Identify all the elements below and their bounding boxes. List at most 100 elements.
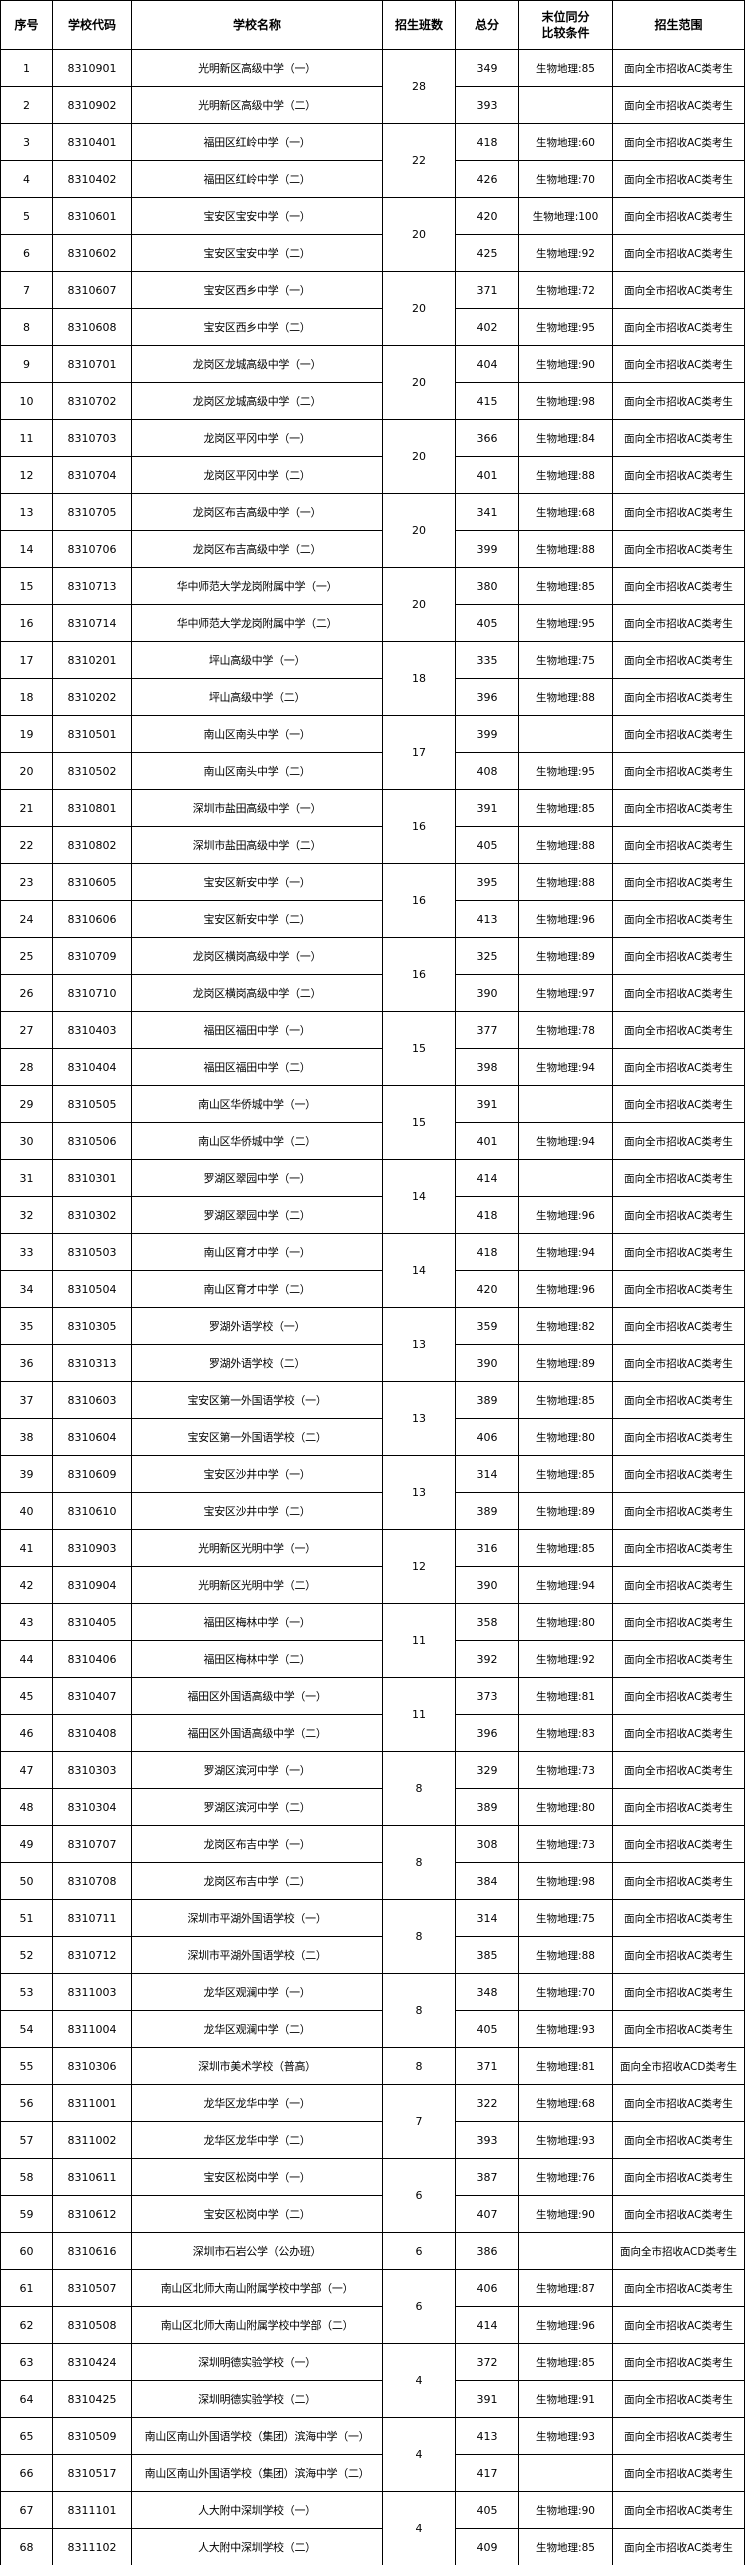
no-cell: 56: [0, 2084, 53, 2122]
code-cell: 8310502: [52, 752, 132, 790]
name-cell: 宝安区第一外国语学校（一）: [131, 1381, 383, 1419]
scope-cell: 面向全市招收AC类考生: [612, 1603, 745, 1641]
table-row: 45 8310407 福田区外国语高级中学（一） 11 373 生物地理:81 面向全市招收…: [0, 1677, 745, 1752]
scope-cell: 面向全市招收AC类考生: [612, 2343, 745, 2381]
name-cell: 人大附中深圳学校（二）: [131, 2528, 383, 2565]
score-cell: 415: [455, 382, 519, 420]
name-cell: 龙岗区横岗高级中学（一）: [131, 937, 383, 975]
condition-cell: 生物地理:60: [518, 123, 613, 161]
table-row: 52 8310712 深圳市平湖外国语学校（二） 385 生物地理:88 面向全市招收AC…: [0, 1936, 745, 1974]
table-row: 64 8310425 深圳明德实验学校（二） 391 生物地理:91 面向全市招收AC类考…: [0, 2380, 745, 2418]
condition-cell: 生物地理:96: [518, 1270, 613, 1308]
score-cell: 391: [455, 1085, 519, 1123]
condition-cell: 生物地理:88: [518, 678, 613, 716]
condition-cell: 生物地理:82: [518, 1307, 613, 1345]
no-cell: 6: [0, 234, 53, 272]
condition-cell: 生物地理:90: [518, 2491, 613, 2529]
table-row: 32 8310302 罗湖区翠园中学（二） 418 生物地理:96 面向全市招收AC类考生: [0, 1196, 745, 1234]
no-cell: 31: [0, 1159, 53, 1197]
condition-cell: 生物地理:85: [518, 1529, 613, 1567]
no-cell: 21: [0, 789, 53, 827]
classes-cell: 20: [382, 567, 456, 642]
no-cell: 60: [0, 2232, 53, 2270]
name-cell: 宝安区第一外国语学校（二）: [131, 1418, 383, 1456]
name-cell: 福田区红岭中学（二）: [131, 160, 383, 198]
score-cell: 387: [455, 2158, 519, 2196]
table-row: 28 8310404 福田区福田中学（二） 398 生物地理:94 面向全市招收AC类考生: [0, 1048, 745, 1086]
code-cell: 8310616: [52, 2232, 132, 2270]
score-cell: 359: [455, 1307, 519, 1345]
score-cell: 399: [455, 530, 519, 568]
no-cell: 4: [0, 160, 53, 198]
code-cell: 8310504: [52, 1270, 132, 1308]
name-cell: 深圳明德实验学校（二）: [131, 2380, 383, 2418]
classes-cell: 20: [382, 493, 456, 568]
no-cell: 65: [0, 2417, 53, 2455]
no-cell: 5: [0, 197, 53, 235]
code-cell: 8310509: [52, 2417, 132, 2455]
score-cell: 408: [455, 752, 519, 790]
name-cell: 龙岗区横岗高级中学（二）: [131, 974, 383, 1012]
classes-cell: 4: [382, 2491, 456, 2565]
code-cell: 8310406: [52, 1640, 132, 1678]
code-cell: 8310608: [52, 308, 132, 346]
classes-cell: 4: [382, 2343, 456, 2418]
code-cell: 8310714: [52, 604, 132, 642]
code-cell: 8310902: [52, 86, 132, 124]
scope-cell: 面向全市招收AC类考生: [612, 1677, 745, 1715]
table-header: 序号 学校代码 学校名称 招生班数 总分 末位同分 比较条件 招生范围: [0, 0, 745, 50]
no-cell: 67: [0, 2491, 53, 2529]
score-cell: 316: [455, 1529, 519, 1567]
condition-cell: 生物地理:80: [518, 1418, 613, 1456]
name-cell: 深圳市美术学校（普高）: [131, 2047, 383, 2085]
condition-cell: 生物地理:93: [518, 2010, 613, 2048]
scope-cell: 面向全市招收AC类考生: [612, 1899, 745, 1937]
condition-cell: 生物地理:80: [518, 1603, 613, 1641]
scope-cell: 面向全市招收AC类考生: [612, 1122, 745, 1160]
score-cell: 341: [455, 493, 519, 531]
scope-cell: 面向全市招收AC类考生: [612, 937, 745, 975]
name-cell: 深圳市平湖外国语学校（二）: [131, 1936, 383, 1974]
no-cell: 64: [0, 2380, 53, 2418]
condition-cell: 生物地理:92: [518, 1640, 613, 1678]
header-row: 序号 学校代码 学校名称 招生班数 总分 末位同分 比较条件 招生范围: [0, 0, 745, 50]
table-row: 26 8310710 龙岗区横岗高级中学（二） 390 生物地理:97 面向全市招收AC类…: [0, 974, 745, 1012]
name-cell: 南山区北师大南山附属学校中学部（二）: [131, 2306, 383, 2344]
no-cell: 36: [0, 1344, 53, 1382]
code-cell: 8310713: [52, 567, 132, 605]
condition-cell: 生物地理:75: [518, 641, 613, 679]
no-cell: 58: [0, 2158, 53, 2196]
scope-cell: 面向全市招收AC类考生: [612, 1418, 745, 1456]
code-cell: 8310313: [52, 1344, 132, 1382]
score-cell: 390: [455, 974, 519, 1012]
code-cell: 8310607: [52, 271, 132, 309]
scope-cell: 面向全市招收AC类考生: [612, 123, 745, 161]
name-cell: 人大附中深圳学校（一）: [131, 2491, 383, 2529]
condition-cell: 生物地理:80: [518, 1788, 613, 1826]
code-cell: 8310707: [52, 1825, 132, 1863]
condition-cell: 生物地理:94: [518, 1048, 613, 1086]
condition-cell: 生物地理:87: [518, 2269, 613, 2307]
classes-cell: 14: [382, 1233, 456, 1308]
name-cell: 福田区福田中学（一）: [131, 1011, 383, 1049]
code-cell: 8310505: [52, 1085, 132, 1123]
score-cell: 393: [455, 86, 519, 124]
condition-cell: 生物地理:92: [518, 234, 613, 272]
name-cell: 南山区南山外国语学校（集团）滨海中学（一）: [131, 2417, 383, 2455]
condition-cell: 生物地理:93: [518, 2417, 613, 2455]
classes-cell: 13: [382, 1307, 456, 1382]
classes-cell: 28: [382, 49, 456, 124]
name-cell: 龙岗区龙城高级中学（一）: [131, 345, 383, 383]
classes-cell: 20: [382, 271, 456, 346]
table-row: 61 8310507 南山区北师大南山附属学校中学部（一） 6 406 生物地理:87 面向…: [0, 2269, 745, 2344]
condition-cell: 生物地理:85: [518, 2528, 613, 2565]
score-cell: 405: [455, 2491, 519, 2529]
condition-cell: 生物地理:88: [518, 1936, 613, 1974]
no-cell: 33: [0, 1233, 53, 1271]
table-row: 21 8310801 深圳市盐田高级中学（一） 16 391 生物地理:85 面向全市招收A…: [0, 789, 745, 864]
scope-cell: 面向全市招收AC类考生: [612, 1270, 745, 1308]
scope-cell: 面向全市招收AC类考生: [612, 2269, 745, 2307]
scope-cell: 面向全市招收AC类考生: [612, 1825, 745, 1863]
score-cell: 418: [455, 1196, 519, 1234]
condition-cell: 生物地理:75: [518, 1899, 613, 1937]
